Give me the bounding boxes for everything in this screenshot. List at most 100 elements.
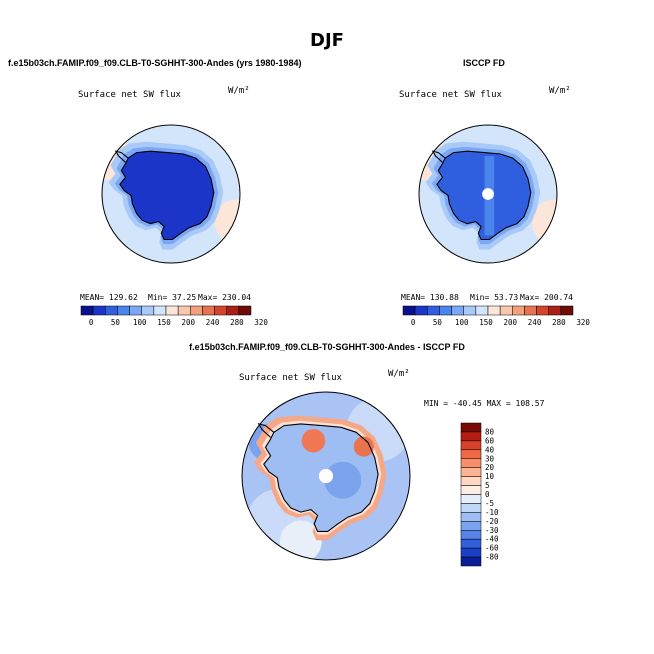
panel-1-title: f.e15b03ch.FAMIP.f09_f09.CLB-T0-SGHHT-30… bbox=[8, 58, 302, 68]
panel-1-colorbar-tick-label: 150 bbox=[157, 318, 171, 327]
panel-2-colorbar-swatch bbox=[536, 305, 549, 316]
panel-3-colorbar-swatch bbox=[460, 494, 482, 504]
panel-2-colorbar-tick-label: 280 bbox=[552, 318, 566, 327]
panel-3-map bbox=[241, 391, 411, 561]
panel-3-coastline bbox=[263, 423, 379, 532]
panel-3-title: f.e15b03ch.FAMIP.f09_f09.CLB-T0-SGHHT-30… bbox=[189, 342, 465, 352]
panel-3-colorbar-tick-label: -80 bbox=[485, 553, 499, 562]
panel-2-map bbox=[418, 124, 558, 264]
panel-1-colorbar-tick-label: 240 bbox=[206, 318, 220, 327]
panel-1-colorbar-swatch bbox=[80, 305, 94, 316]
panel-3-pole-mask bbox=[318, 468, 334, 484]
panel-2-colorbar-swatch bbox=[548, 305, 562, 316]
panel-2-colorbar: 0 50 100 150 200 240 280 320 bbox=[402, 305, 590, 327]
panel-2-ocean-patch bbox=[531, 199, 557, 244]
panel-3-colorbar-tick-label: 30 bbox=[485, 454, 495, 463]
panel-1-colorbar-tick-label: 0 bbox=[89, 318, 94, 327]
panel-3-colorbar-tick-label: 40 bbox=[485, 445, 495, 454]
panel-2-colorbar-swatch bbox=[427, 305, 440, 316]
panel-3-continent-patch bbox=[324, 461, 362, 499]
panel-3-colorbar-tick-label: 60 bbox=[485, 436, 495, 445]
panel-1-colorbar-swatch bbox=[153, 305, 167, 316]
panel-3-colorbar-swatch bbox=[460, 449, 482, 459]
panel-3-colorbar-tick-label: -10 bbox=[485, 508, 499, 517]
panel-2-colorbar-tick-label: 100 bbox=[455, 318, 469, 327]
panel-3-colorbar-swatch bbox=[460, 538, 482, 549]
panel-2-colorbar-tick-label: 320 bbox=[576, 318, 590, 327]
panel-1-colorbar-tick-label: 320 bbox=[254, 318, 268, 327]
panel-1-coastline bbox=[119, 150, 215, 241]
panel-2-units-label: W/m² bbox=[549, 86, 571, 96]
panel-1-colorbar-swatch bbox=[129, 305, 142, 316]
panel-2-colorbar-swatch bbox=[512, 305, 525, 316]
panel-1-colorbar-swatch bbox=[226, 305, 240, 316]
panel-3-colorbar-tick-label: 80 bbox=[485, 427, 495, 436]
panel-3-colorbar-swatch bbox=[460, 503, 482, 513]
panel-3-colorbar-swatch bbox=[460, 556, 482, 567]
panel-2-colorbar-tick-label: 50 bbox=[433, 318, 443, 327]
panel-3-colorbar-swatch bbox=[460, 530, 482, 540]
panel-1-colorbar-swatch bbox=[190, 305, 203, 316]
panel-3-hotspot bbox=[353, 436, 374, 457]
panel-2-colorbar-tick-label: 150 bbox=[479, 318, 493, 327]
panel-1-units-label: W/m² bbox=[228, 86, 250, 96]
panel-1-continent-field bbox=[119, 151, 214, 240]
panel-2-colorbar-swatch bbox=[560, 305, 574, 316]
panel-3-colorbar-swatch bbox=[460, 547, 482, 558]
panel-3-peninsula-coastline bbox=[257, 423, 275, 438]
panel-3-colorbar-swatch bbox=[460, 476, 482, 486]
panel-3-colorbar-swatch bbox=[460, 467, 482, 477]
panel-1-colorbar-swatch bbox=[238, 305, 252, 316]
panel-2-coastline bbox=[436, 150, 532, 241]
panel-1-colorbar-swatch bbox=[165, 305, 179, 316]
panel-1-max: Max= 230.04 bbox=[198, 293, 251, 302]
panel-2-title: ISCCP FD bbox=[463, 58, 505, 68]
panel-1-colorbar-swatch bbox=[105, 305, 118, 316]
panel-3-colorbar-swatch bbox=[460, 440, 482, 451]
panel-3-colorbar-tick-label: 5 bbox=[485, 481, 490, 490]
panel-2-max: Max= 200.74 bbox=[520, 293, 573, 302]
panel-1-colorbar-swatch bbox=[92, 305, 106, 316]
panel-1-colorbar-tick-label: 200 bbox=[182, 318, 196, 327]
panel-2-mean: MEAN= 130.88 bbox=[401, 293, 459, 302]
panel-2-colorbar-swatch bbox=[451, 305, 464, 316]
panel-1-map-border bbox=[101, 124, 241, 264]
panel-1-colorbar-swatch bbox=[202, 305, 215, 316]
panel-2-colorbar-swatch bbox=[414, 305, 428, 316]
panel-3-map-border bbox=[241, 391, 411, 561]
panel-3-colorbar-tick-label: -40 bbox=[485, 535, 499, 544]
panel-1-colorbar-swatch bbox=[141, 305, 155, 316]
panel-1-ocean-patch bbox=[214, 199, 240, 244]
panel-3-colorbar-tick-label: -30 bbox=[485, 526, 499, 535]
panel-1-min: Min= 37.25 bbox=[148, 293, 197, 302]
panel-2-colorbar-swatch bbox=[439, 305, 452, 316]
panel-1-field bbox=[102, 125, 240, 263]
panel-1-peninsula-coastline bbox=[114, 150, 129, 163]
panel-1-colorbar-swatch bbox=[177, 305, 191, 316]
panel-1-colorbar-tick-label: 50 bbox=[111, 318, 121, 327]
panel-2-pole-mask bbox=[482, 188, 494, 200]
panel-2-colorbar-swatch bbox=[487, 305, 501, 316]
panel-3-colorbar-swatch bbox=[460, 485, 482, 495]
panel-3-colorbar-tick-label: 0 bbox=[485, 490, 490, 499]
panel-3-colorbar-swatch bbox=[460, 512, 482, 522]
panel-3-min-max: MIN = -40.45 MAX = 108.57 bbox=[424, 399, 545, 408]
panel-2-variable-label: Surface net SW flux bbox=[399, 90, 502, 100]
panel-3-hotspot bbox=[301, 428, 326, 453]
panel-2-colorbar-swatch bbox=[463, 305, 477, 316]
panel-3-colorbar-swatch bbox=[460, 521, 482, 531]
panel-3-colorbar-tick-label: 20 bbox=[485, 463, 495, 472]
panel-2-colorbar-tick-label: 0 bbox=[411, 318, 416, 327]
panel-1-colorbar-tick-label: 100 bbox=[133, 318, 147, 327]
panel-3-colorbar-swatch bbox=[460, 458, 482, 468]
panel-2-peninsula-coastline bbox=[431, 150, 446, 163]
panel-1-map bbox=[101, 124, 241, 264]
panel-1-colorbar-swatch bbox=[117, 305, 130, 316]
panel-2-colorbar-swatch bbox=[524, 305, 537, 316]
panel-2-colorbar-swatch bbox=[475, 305, 489, 316]
panel-3-colorbar-tick-label: 10 bbox=[485, 472, 495, 481]
panel-2-colorbar-swatch bbox=[499, 305, 513, 316]
panel-1-mean: MEAN= 129.62 bbox=[80, 293, 138, 302]
